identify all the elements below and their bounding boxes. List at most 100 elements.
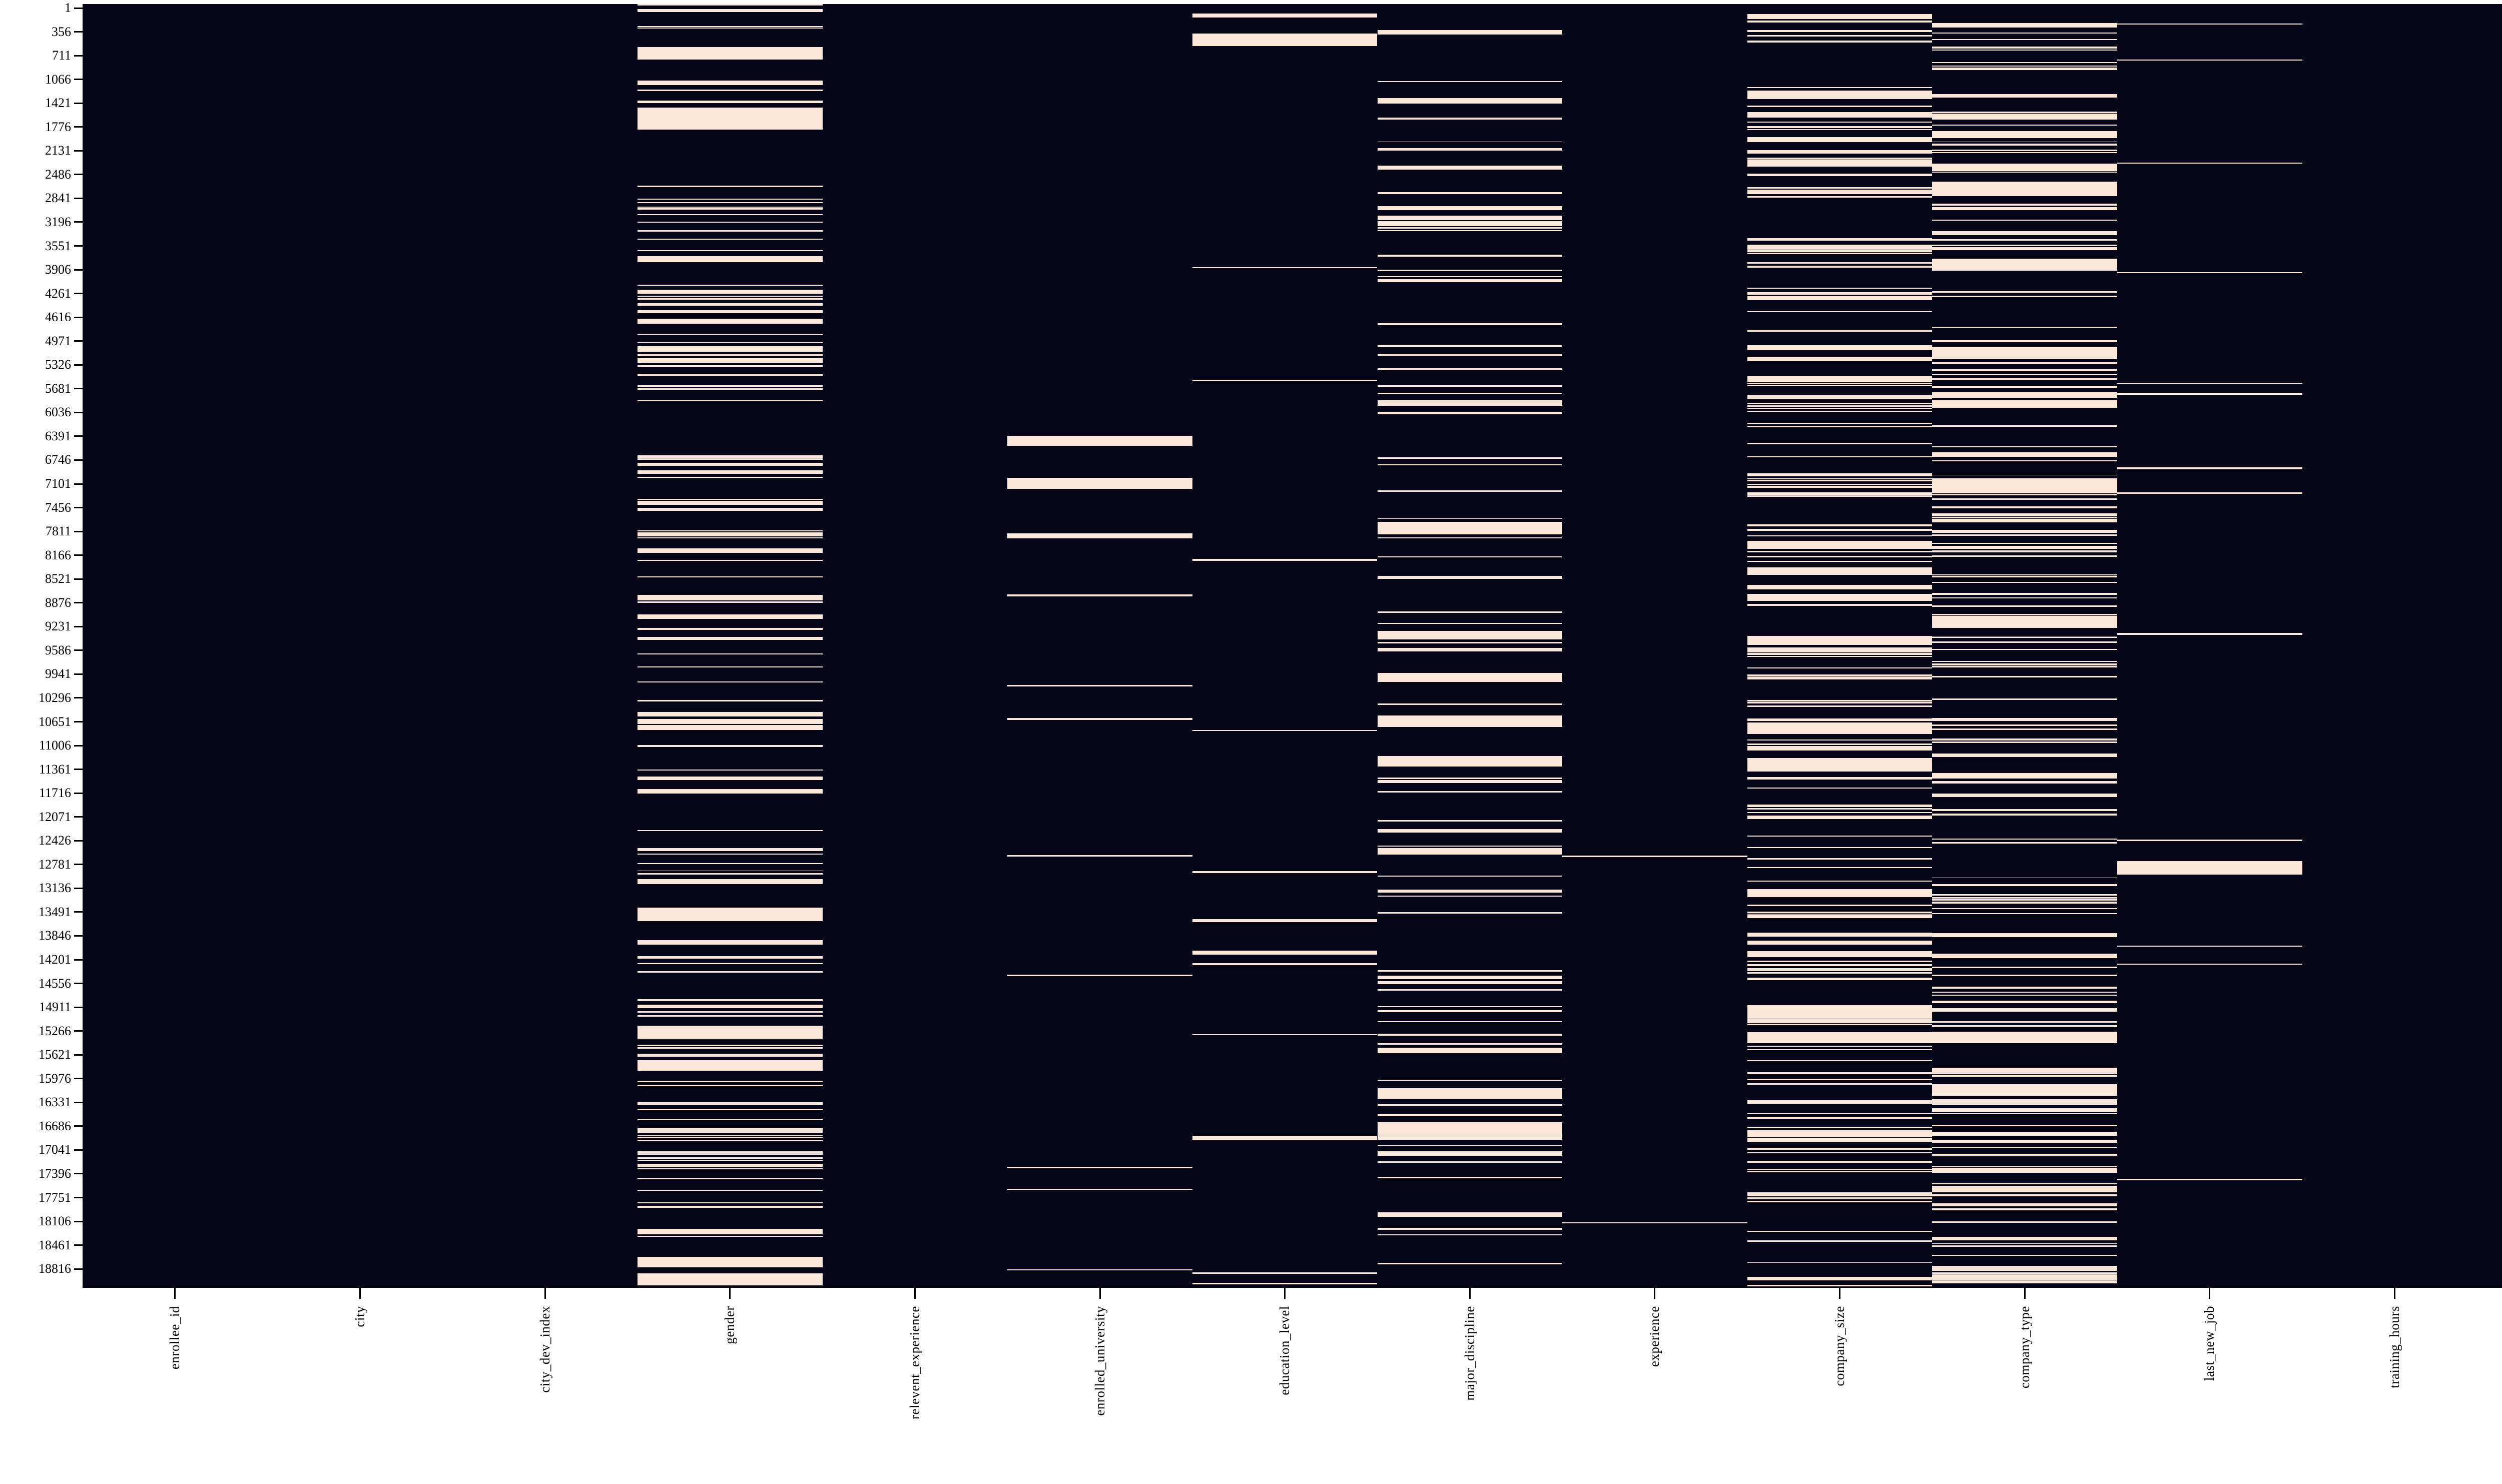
missing-value-stripe <box>637 746 823 748</box>
missing-value-stripe <box>1747 655 1933 657</box>
missing-value-stripe <box>637 601 823 603</box>
missing-value-stripe <box>2117 162 2302 164</box>
missing-value-stripe <box>1377 703 1563 705</box>
missing-value-stripe <box>1932 576 2118 578</box>
y-axis-tick-label: 12426 <box>39 833 71 848</box>
missing-value-stripe <box>1377 221 1563 227</box>
missing-value-stripe <box>1377 270 1563 271</box>
missing-value-stripe <box>1747 1078 1933 1080</box>
missing-value-stripe <box>1747 749 1933 750</box>
missing-value-stripe <box>1932 1074 2118 1077</box>
missing-value-stripe <box>1932 1001 2118 1003</box>
missing-value-stripe <box>1377 518 1563 519</box>
y-axis-tick-label: 4261 <box>45 286 71 301</box>
missing-value-stripe <box>637 199 823 200</box>
missing-value-stripe <box>637 257 823 262</box>
missing-value-stripe <box>637 1025 823 1039</box>
matrix-column-training_hours <box>2302 4 2487 1288</box>
missing-value-stripe <box>637 126 823 128</box>
missing-value-stripe <box>1747 1133 1933 1134</box>
missing-value-stripe <box>1932 542 2118 544</box>
missing-value-stripe <box>637 745 823 747</box>
missing-value-stripe <box>637 1005 823 1007</box>
missing-value-stripe <box>1377 368 1563 370</box>
missing-value-stripe <box>1747 129 1933 130</box>
missing-value-stripe <box>637 1054 823 1057</box>
y-axis-tick-mark <box>74 816 83 818</box>
y-axis-tick-label: 6391 <box>45 428 71 443</box>
missing-value-stripe <box>1747 551 1933 553</box>
missing-value-stripe <box>1747 541 1933 546</box>
missing-value-stripe <box>1747 403 1933 404</box>
missing-value-stripe <box>637 532 823 536</box>
missing-value-stripe <box>1932 62 2118 63</box>
y-axis-tick-label: 9941 <box>45 666 71 681</box>
missing-value-stripe <box>637 28 823 29</box>
missing-value-stripe <box>1932 1166 2118 1167</box>
missing-value-stripe <box>1377 1151 1563 1153</box>
y-axis-tick-label: 7101 <box>45 476 71 491</box>
missing-value-stripe <box>637 638 823 640</box>
missing-value-stripe <box>637 1109 823 1110</box>
missing-value-stripe <box>1747 805 1933 808</box>
missing-value-stripe <box>1932 392 2118 398</box>
y-axis-tick-label: 7456 <box>45 500 71 515</box>
x-axis-tick-label: city_dev_index <box>537 1306 552 1393</box>
missing-value-stripe <box>1932 1068 2118 1073</box>
missing-value-stripe <box>1932 231 2118 235</box>
missing-value-stripe <box>1192 730 1378 731</box>
missing-value-stripe <box>637 334 823 335</box>
missing-value-stripe <box>637 238 823 240</box>
missing-value-stripe <box>1747 727 1933 730</box>
missing-value-stripe <box>1377 216 1563 221</box>
missing-value-stripe <box>637 250 823 252</box>
y-axis-tick-mark <box>74 959 83 961</box>
missing-value-stripe <box>1377 1113 1563 1116</box>
missing-value-stripe <box>1377 648 1563 651</box>
matrix-column-gender <box>637 4 823 1288</box>
missing-value-stripe <box>1747 560 1933 562</box>
missing-value-stripe <box>1747 567 1933 571</box>
missing-value-stripe <box>1747 137 1933 142</box>
missing-value-stripe <box>1377 895 1563 897</box>
x-axis-tick-mark <box>2024 1288 2026 1299</box>
missing-value-stripe <box>1932 974 2118 977</box>
missing-value-stripe <box>1932 550 2118 552</box>
y-axis-tick-label: 2841 <box>45 191 71 206</box>
missing-value-stripe <box>1192 951 1378 953</box>
y-axis-tick-mark <box>74 887 83 889</box>
missing-value-stripe <box>1747 330 1933 332</box>
missing-value-stripe <box>637 908 823 921</box>
missing-value-stripe <box>1747 744 1933 745</box>
missing-value-stripe <box>1377 1047 1563 1053</box>
missing-value-stripe <box>1932 514 2118 516</box>
missing-value-stripe <box>2117 492 2302 494</box>
missing-value-stripe <box>1932 1108 2118 1112</box>
missing-value-stripe <box>1932 493 2118 496</box>
x-axis-tick-label: enrollee_id <box>167 1306 183 1369</box>
missing-value-stripe <box>1747 405 1933 407</box>
y-axis-tick-label: 17041 <box>39 1142 71 1157</box>
missing-value-stripe <box>1747 535 1933 536</box>
missing-value-stripe <box>1747 493 1933 495</box>
missing-value-stripe <box>637 508 823 511</box>
missing-value-stripe <box>1747 1022 1933 1023</box>
y-axis-tick-label: 9231 <box>45 619 71 634</box>
missing-value-stripe <box>637 1119 823 1120</box>
missing-value-stripe <box>1377 630 1563 639</box>
missing-value-stripe <box>637 298 823 299</box>
missing-value-stripe <box>1932 374 2118 376</box>
missing-value-stripe <box>1747 555 1933 557</box>
missing-value-stripe <box>637 1047 823 1049</box>
y-axis-tick-label: 13846 <box>39 928 71 943</box>
missing-value-stripe <box>1932 741 2118 743</box>
missing-value-stripe <box>1932 1008 2118 1012</box>
missing-value-stripe <box>637 595 823 600</box>
missing-value-stripe <box>1377 98 1563 103</box>
missing-value-stripe <box>1932 355 2118 360</box>
missing-value-stripe <box>1377 1034 1563 1036</box>
missing-value-stripe <box>1932 636 2118 638</box>
missing-value-stripe <box>1747 1060 1933 1061</box>
missing-value-stripe <box>1747 546 1933 548</box>
missing-value-stripe <box>637 290 823 293</box>
